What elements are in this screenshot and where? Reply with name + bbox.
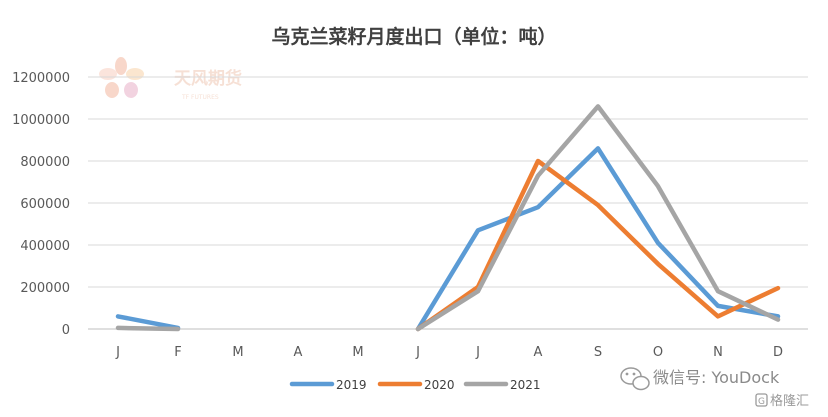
legend-label-2020: 2020: [424, 378, 455, 392]
y-tick-label: 800000: [20, 155, 70, 170]
logo-watermark: 天风期货 TF FUTURES: [99, 57, 242, 101]
x-tick-label: D: [773, 345, 783, 360]
brand-label: 格隆汇: [770, 393, 809, 409]
x-tick-label: M: [352, 345, 363, 360]
x-tick-label: S: [594, 345, 602, 360]
legend: 2019 2020 2021: [292, 378, 541, 392]
chart-title: 乌克兰菜籽月度出口（单位：吨）: [271, 25, 556, 48]
logo-subtext: TF FUTURES: [181, 94, 219, 101]
legend-label-2019: 2019: [336, 378, 367, 392]
x-tick-label: J: [115, 345, 120, 360]
y-tick-label: 400000: [20, 239, 70, 254]
x-tick-label: F: [174, 345, 181, 360]
legend-label-2021: 2021: [510, 378, 541, 392]
wechat-id-label: 微信号: YouDock: [653, 368, 780, 387]
x-tick-label: J: [415, 345, 420, 360]
series-line-2019: [418, 148, 778, 329]
brand-icon: G: [756, 394, 767, 407]
y-axis: 0 200000 400000 600000 800000 1000000 1200000: [12, 71, 70, 338]
wechat-icon: [621, 368, 649, 390]
series-line-2021: [118, 328, 178, 329]
x-tick-label: A: [294, 345, 303, 360]
series-2019: [118, 148, 778, 329]
y-tick-label: 600000: [20, 197, 70, 212]
x-tick-label: M: [232, 345, 243, 360]
wechat-watermark: 微信号: YouDock G 格隆汇: [621, 368, 809, 409]
series: [118, 106, 778, 329]
x-tick-label: O: [653, 345, 663, 360]
grid: [88, 77, 808, 329]
svg-text:G: G: [758, 397, 765, 407]
y-tick-label: 200000: [20, 281, 70, 296]
x-tick-label: J: [475, 345, 480, 360]
logo-text: 天风期货: [174, 68, 242, 89]
y-tick-label: 0: [62, 323, 70, 338]
y-tick-label: 1200000: [12, 71, 70, 86]
x-tick-label: N: [713, 345, 723, 360]
series-2021: [118, 106, 778, 329]
series-line-2021: [418, 106, 778, 329]
y-tick-label: 1000000: [12, 113, 70, 128]
x-tick-label: A: [534, 345, 543, 360]
